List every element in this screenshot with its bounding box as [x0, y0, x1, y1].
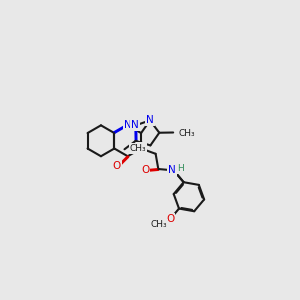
- Text: N: N: [131, 120, 139, 130]
- Text: N: N: [124, 120, 132, 130]
- Text: O: O: [141, 165, 149, 175]
- Text: CH₃: CH₃: [151, 220, 167, 229]
- Text: O: O: [166, 214, 174, 224]
- Text: O: O: [113, 160, 121, 170]
- Text: N: N: [137, 143, 145, 154]
- Text: N: N: [146, 116, 154, 125]
- Text: N: N: [168, 165, 176, 176]
- Text: CH₃: CH₃: [130, 144, 146, 153]
- Text: H: H: [177, 164, 184, 173]
- Text: CH₃: CH₃: [178, 129, 195, 138]
